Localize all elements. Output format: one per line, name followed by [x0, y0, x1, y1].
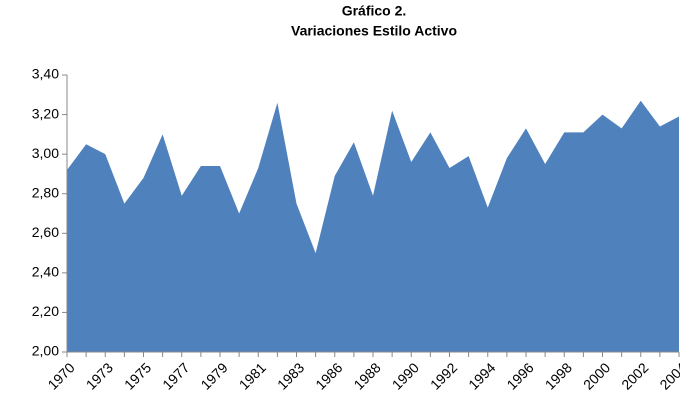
x-tick-label: 1981: [236, 359, 269, 392]
x-tick-label: 1988: [350, 359, 383, 392]
x-tick-label: 1990: [389, 359, 422, 392]
x-tick-label: 1996: [503, 359, 536, 392]
y-tick-label: 3,00: [32, 145, 59, 161]
x-tick-label: 2004: [656, 359, 680, 392]
x-tick-label: 1986: [312, 359, 345, 392]
x-tick-label: 2002: [618, 359, 651, 392]
x-tick-label: 1975: [121, 359, 154, 392]
chart-title: Gráfico 2.: [342, 3, 407, 19]
chart-subtitle: Variaciones Estilo Activo: [291, 23, 457, 39]
x-tick-label: 2000: [580, 359, 613, 392]
x-tick-label: 1979: [197, 359, 230, 392]
x-tick-label: 1983: [274, 359, 307, 392]
x-tick-label: 1992: [427, 359, 460, 392]
y-tick-label: 2,00: [32, 343, 59, 359]
x-tick-label: 1973: [83, 359, 116, 392]
y-tick-label: 2,20: [32, 303, 59, 319]
y-tick-label: 2,80: [32, 184, 59, 200]
area: [67, 100, 679, 352]
y-tick-label: 2,60: [32, 224, 59, 240]
x-tick-label: 1994: [465, 359, 498, 392]
y-tick-label: 3,20: [32, 105, 59, 121]
y-tick-label: 3,40: [32, 66, 59, 82]
x-tick-label: 1998: [542, 359, 575, 392]
x-tick-label: 1977: [159, 359, 192, 392]
y-tick-label: 2,40: [32, 264, 59, 280]
x-tick-label: 1970: [44, 359, 77, 392]
